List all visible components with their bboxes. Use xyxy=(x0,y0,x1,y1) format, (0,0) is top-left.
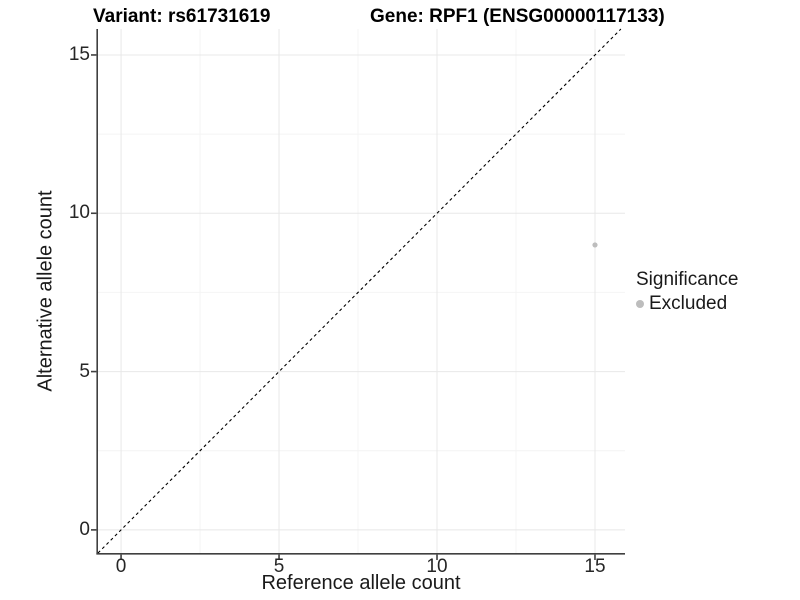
data-point xyxy=(592,242,598,248)
y-axis-title: Alternative allele count xyxy=(34,190,57,392)
legend-point-icon xyxy=(636,300,644,308)
y-tick-label: 10 xyxy=(68,202,90,224)
gene-title: Gene: RPF1 (ENSG00000117133) xyxy=(370,6,665,27)
y-tick-label: 5 xyxy=(79,360,90,382)
x-tick-label: 15 xyxy=(584,556,606,577)
legend-item: Excluded xyxy=(636,293,738,315)
identity-reference-line xyxy=(97,28,622,554)
legend-items: Excluded xyxy=(636,293,738,315)
x-tick-label: 10 xyxy=(426,556,448,577)
x-axis-title: Reference allele count xyxy=(261,572,461,594)
legend: Significance Excluded xyxy=(636,269,738,315)
legend-item-label: Excluded xyxy=(649,293,728,314)
variant-title: Variant: rs61731619 xyxy=(93,6,271,27)
legend-title: Significance xyxy=(636,269,739,290)
x-tick-label: 5 xyxy=(273,556,285,577)
x-tick-label: 0 xyxy=(115,556,127,577)
y-tick-label: 15 xyxy=(68,43,90,65)
y-tick-label: 0 xyxy=(79,518,90,540)
